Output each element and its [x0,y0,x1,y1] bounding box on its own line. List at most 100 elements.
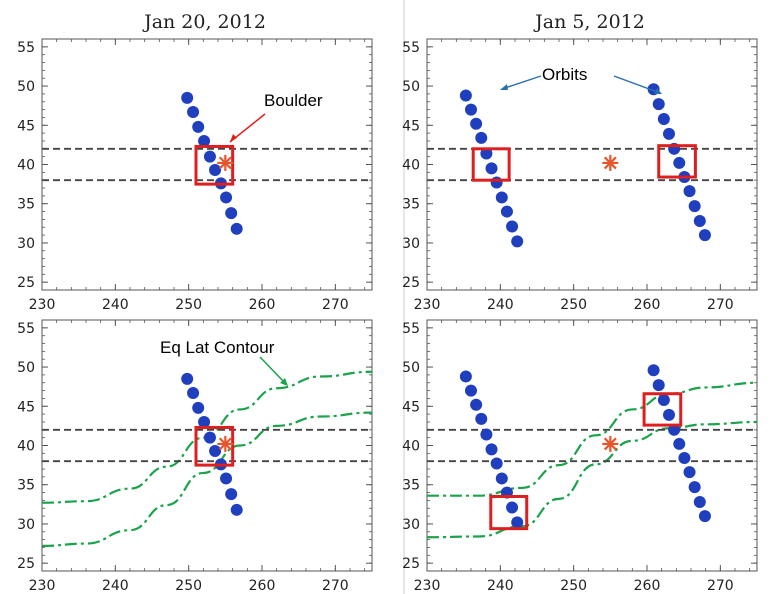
orbit-point [209,444,222,457]
orbit-point [203,150,216,163]
orbit-point [470,398,483,411]
plot-frame [426,319,758,572]
orbit-point [187,386,200,399]
annotation-boulder: Boulder [264,91,323,110]
y-tick-label: 35 [17,478,35,494]
orbit-point [198,134,211,147]
orbit-point [506,501,519,514]
y-tick-label: 25 [17,556,35,572]
eq-lat-contour-line [426,420,758,539]
star-arm [603,156,617,170]
panel-bottom-right: 230 240 250 260 270 25 30 35 40 45 50 55 [402,319,758,594]
annotation-contour-arrow [259,356,287,385]
star-arm [218,156,232,170]
orbit-point [688,481,701,494]
annotation-orbits-arrowhead-right [654,88,662,94]
orbit-point [459,89,472,102]
y-tick-label: 30 [402,517,420,533]
x-tick-label: 250 [175,578,202,594]
annotation-boulder-arrowhead [230,134,237,142]
y-tick-label: 25 [17,275,35,291]
y-tick-label: 45 [402,118,420,134]
x-tick-label: 250 [175,297,202,313]
y-tick-label: 45 [17,118,35,134]
orbit-point [511,235,524,248]
boulder-star-marker [217,435,234,452]
y-tick-label: 55 [402,40,420,56]
orbit-point [693,214,706,227]
orbit-point [663,127,675,140]
orbit-point [475,412,488,425]
x-tick-label: 270 [322,297,349,313]
orbit-point [647,364,660,377]
orbit-point [465,384,477,397]
orbit-point [475,131,488,144]
orbit-point [693,495,706,508]
orbit-point [657,113,670,126]
y-tick-label: 55 [402,321,420,337]
panel-top-right: 230 240 250 260 270 25 30 35 40 45 50 55 [402,38,758,313]
orbit-point [192,401,205,414]
orbit-point [220,472,233,485]
orbit-point [485,162,498,175]
x-tick-label: 240 [487,578,514,594]
orbit-point [485,443,498,456]
boulder-star-marker [602,435,619,452]
x-tick-label: 230 [414,578,441,594]
orbit-point [209,163,222,176]
y-tick-label: 25 [402,556,420,572]
orbit-point [225,488,238,501]
y-tick-label: 40 [17,439,35,455]
orbit-point [673,437,686,450]
x-tick-label: 240 [102,297,129,313]
y-tick-label: 35 [402,197,420,213]
y-tick-label: 55 [17,321,35,337]
annotation-orbits-arrowhead-left [500,84,508,90]
orbit-point [220,191,233,204]
orbit-point [187,105,200,118]
y-tick-label: 40 [17,158,35,174]
annotation-contour-arrowhead [280,378,288,386]
orbit-point [698,510,711,523]
orbit-point [470,117,483,130]
panel-bottom-left: 230 240 250 260 270 25 30 35 40 45 50 55 [17,319,373,594]
x-tick-label: 270 [707,578,734,594]
star-arm [603,437,617,451]
orbit-point [652,379,665,392]
eq-lat-contour-line [41,411,373,547]
x-tick-label: 230 [414,297,441,313]
annotation-eq-lat-contour: Eq Lat Contour [160,338,275,357]
x-tick-label: 260 [249,297,276,313]
y-tick-label: 30 [402,236,420,252]
title-top-right: Jan 5, 2012 [533,11,645,33]
annotation-orbits-arrow-left [501,75,542,90]
eq-lat-contour-line [41,370,373,504]
x-tick-label: 240 [487,297,514,313]
orbit-point [652,98,665,111]
y-tick-label: 45 [17,399,35,415]
y-tick-label: 50 [17,360,35,376]
y-tick-label: 50 [17,79,35,95]
y-tick-label: 35 [402,478,420,494]
orbit-point [198,415,211,428]
selection-box [194,425,235,467]
orbit-point [683,185,696,198]
x-tick-label: 230 [29,578,56,594]
orbit-point [465,103,477,116]
orbit-point [657,394,670,407]
y-tick-label: 55 [17,40,35,56]
boulder-star-marker [602,154,619,171]
y-tick-label: 45 [402,399,420,415]
x-tick-label: 260 [634,297,661,313]
orbit-point [673,156,686,169]
y-tick-label: 50 [402,360,420,376]
y-tick-label: 40 [402,439,420,455]
y-tick-label: 40 [402,158,420,174]
orbit-point [192,120,205,133]
y-tick-label: 25 [402,275,420,291]
orbit-point [230,503,243,516]
x-tick-label: 270 [322,578,349,594]
orbit-point [459,370,472,383]
selection-box [642,392,683,427]
